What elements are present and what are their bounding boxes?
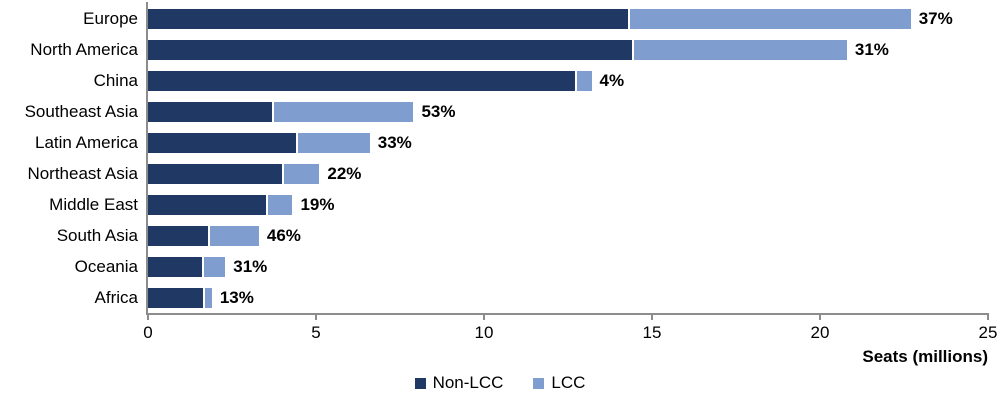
x-axis-tick: [819, 315, 821, 320]
bar-segment-lcc: [272, 102, 414, 123]
stacked-bar: [148, 194, 293, 215]
bar-value-label: 31%: [854, 40, 889, 60]
stacked-bar: [148, 102, 414, 123]
bar-value-label: 33%: [377, 133, 412, 153]
bar-row: China 4%: [0, 66, 1000, 97]
bar-row: Europe 37%: [0, 4, 1000, 35]
stacked-bar: [148, 287, 212, 308]
bar-row: South Asia 46%: [0, 220, 1000, 251]
bar-segment-lcc: [282, 163, 320, 184]
bar-segment-lcc: [574, 71, 592, 92]
stacked-bar: [148, 71, 592, 92]
bar-row: Southeast Asia 53%: [0, 97, 1000, 128]
stacked-bar: [148, 9, 911, 30]
x-axis-title: Seats (millions): [862, 347, 988, 366]
x-axis-tick: [147, 315, 149, 320]
bar-segment-lcc: [265, 194, 293, 215]
x-axis-tick-label: 10: [474, 323, 494, 342]
bar-segment-non-lcc: [148, 71, 575, 92]
bar-value-label: 37%: [918, 9, 953, 29]
x-axis-tick-label: 5: [311, 323, 321, 342]
x-axis-tick: [483, 315, 485, 320]
bar-segment-non-lcc: [148, 163, 283, 184]
bar-segment-non-lcc: [148, 256, 202, 277]
x-axis-tick-label: 20: [810, 323, 830, 342]
x-axis-tick-label: 15: [642, 323, 662, 342]
stacked-bar: [148, 225, 259, 246]
bar-value-label: 4%: [599, 71, 625, 91]
x-axis-tick-label: 0: [143, 323, 153, 342]
bar-row: Northeast Asia 22%: [0, 159, 1000, 190]
category-label: Middle East: [49, 194, 138, 214]
bar-value-label: 19%: [300, 194, 335, 214]
bar-value-label: 53%: [421, 102, 456, 122]
legend-item-lcc: LCC: [533, 373, 585, 393]
legend-item-non-lcc: Non-LCC: [414, 373, 504, 393]
bar-value-label: 31%: [233, 256, 268, 276]
stacked-bar: [148, 163, 320, 184]
category-label: North America: [30, 40, 138, 60]
legend-label-non-lcc: Non-LCC: [432, 373, 504, 392]
bar-segment-lcc: [201, 256, 226, 277]
category-label: Europe: [83, 9, 138, 29]
bar-segment-non-lcc: [148, 9, 629, 30]
category-label: South Asia: [56, 225, 138, 245]
x-axis-tick: [651, 315, 653, 320]
bar-row: Oceania 31%: [0, 251, 1000, 282]
category-label: Africa: [94, 287, 138, 307]
x-axis-tick: [987, 315, 989, 320]
bar-segment-non-lcc: [148, 40, 632, 61]
legend-label-lcc: LCC: [551, 373, 586, 392]
bar-row: Latin America 33%: [0, 128, 1000, 159]
bar-segment-non-lcc: [148, 225, 209, 246]
y-axis-line: [146, 2, 148, 315]
x-axis-tick-label: 25: [978, 323, 998, 342]
bar-row: North America 31%: [0, 35, 1000, 66]
bar-value-label: 13%: [219, 287, 254, 307]
x-axis-tick: [315, 315, 317, 320]
category-label: Northeast Asia: [27, 163, 138, 183]
legend: Non-LCC LCC: [0, 373, 1000, 393]
bar-segment-lcc: [208, 225, 259, 246]
bar-segment-non-lcc: [148, 102, 273, 123]
bar-value-label: 22%: [327, 163, 362, 183]
bar-segment-lcc: [628, 9, 911, 30]
bar-segment-non-lcc: [148, 194, 266, 215]
stacked-bar: [148, 40, 847, 61]
stacked-bar: [148, 133, 370, 154]
bar-segment-lcc: [295, 133, 370, 154]
stacked-bar: [148, 256, 226, 277]
x-axis-line: [146, 313, 989, 315]
bar-row: Middle East 19%: [0, 189, 1000, 220]
bar-row: Africa 13%: [0, 282, 1000, 313]
bar-segment-non-lcc: [148, 287, 204, 308]
bar-value-label: 46%: [266, 225, 301, 245]
bar-segment-lcc: [631, 40, 847, 61]
non-lcc-swatch-icon: [414, 377, 426, 389]
category-label: China: [93, 71, 138, 91]
lcc-swatch-icon: [533, 377, 545, 389]
category-label: Latin America: [35, 133, 138, 153]
bar-segment-non-lcc: [148, 133, 296, 154]
category-label: Southeast Asia: [24, 102, 138, 122]
category-label: Oceania: [74, 256, 138, 276]
bar-segment-lcc: [203, 287, 212, 308]
